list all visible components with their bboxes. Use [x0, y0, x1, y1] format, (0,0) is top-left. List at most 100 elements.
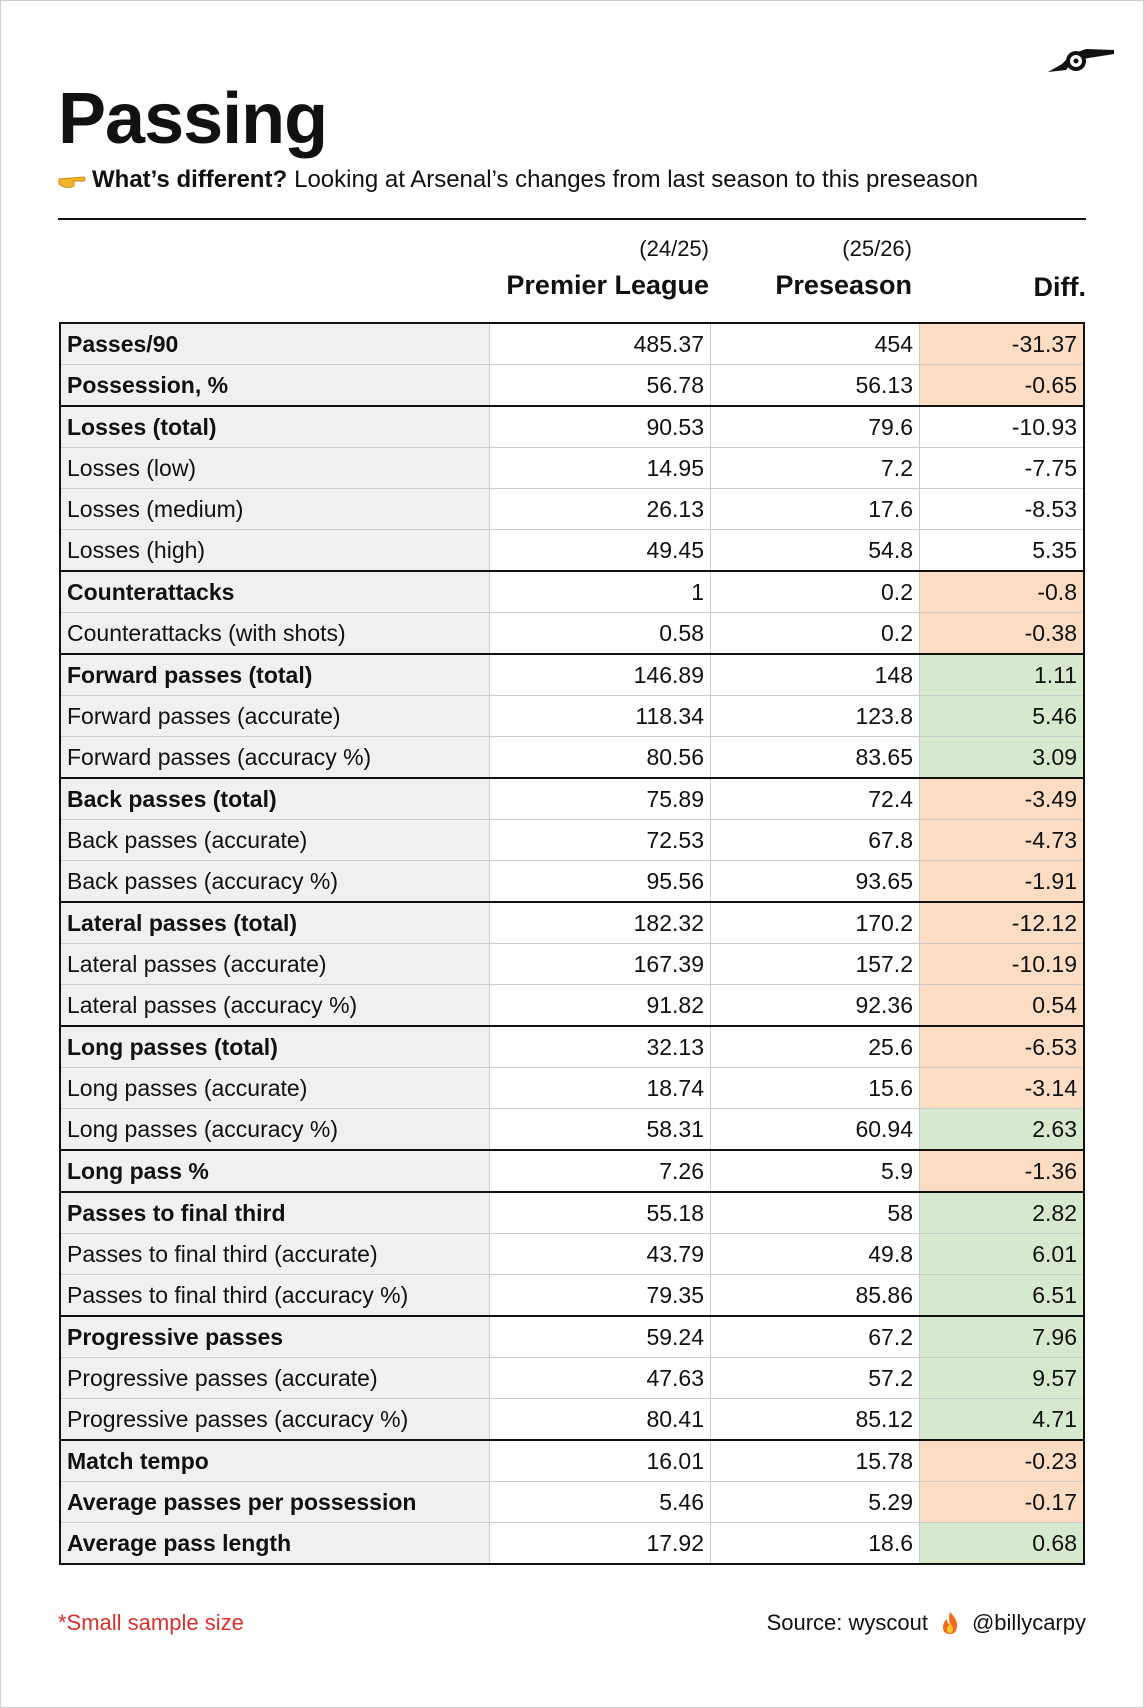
table-row: Back passes (accurate) 72.53 67.8 -4.73 [59, 819, 1085, 861]
premier-league-value: 16.01 [489, 1439, 711, 1482]
premier-league-value: 182.32 [489, 901, 711, 944]
table-body: Passes/90 485.37 454 -31.37 Possession, % 56.… [59, 322, 1085, 1565]
preseason-value: 85.12 [710, 1398, 920, 1441]
preseason-value: 60.94 [710, 1108, 920, 1151]
premier-league-value: 167.39 [489, 943, 711, 985]
table-row: Lateral passes (accurate) 167.39 157.2 -10.… [59, 943, 1085, 985]
premier-league-value: 95.56 [489, 860, 711, 903]
table-row: Long passes (total) 32.13 25.6 -6.53 [59, 1025, 1085, 1068]
preseason-value: 170.2 [710, 901, 920, 944]
premier-league-value: 14.95 [489, 447, 711, 489]
table-row: Lateral passes (accuracy %) 91.82 92.36 0.5… [59, 984, 1085, 1027]
table-row: Back passes (accuracy %) 95.56 93.65 -1.91 [59, 860, 1085, 903]
diff-value: 1.11 [919, 653, 1085, 696]
preseason-value: 148 [710, 653, 920, 696]
row-label: Passes to final third (accurate) [59, 1233, 490, 1275]
source-text: Source: wyscout [766, 1610, 928, 1635]
diff-value: -6.53 [919, 1025, 1085, 1068]
premier-league-value: 18.74 [489, 1067, 711, 1109]
premier-league-value: 485.37 [489, 322, 711, 365]
handle: @billycarpy [971, 1610, 1086, 1635]
diff-value: -0.38 [919, 612, 1085, 655]
row-label: Forward passes (total) [59, 653, 490, 696]
preseason-value: 5.9 [710, 1149, 920, 1193]
row-label: Possession, % [59, 364, 490, 407]
table-row: Long pass % 7.26 5.9 -1.36 [59, 1149, 1085, 1193]
table-row: Progressive passes 59.24 67.2 7.96 [59, 1315, 1085, 1358]
table-row: Passes/90 485.37 454 -31.37 [59, 322, 1085, 365]
diff-value: -3.14 [919, 1067, 1085, 1109]
premier-league-value: 7.26 [489, 1149, 711, 1193]
preseason-value: 18.6 [710, 1522, 920, 1565]
table-row: Average passes per possession 5.46 5.29 -0.… [59, 1481, 1085, 1523]
row-label: Average pass length [59, 1522, 490, 1565]
preseason-value: 454 [710, 322, 920, 365]
preseason-value: 67.8 [710, 819, 920, 861]
table-row: Passes to final third (accurate) 43.79 49.… [59, 1233, 1085, 1275]
diff-value: 6.01 [919, 1233, 1085, 1275]
preseason-value: 93.65 [710, 860, 920, 903]
diff-value: 5.35 [919, 529, 1085, 572]
table-row: Losses (high) 49.45 54.8 5.35 [59, 529, 1085, 572]
premier-league-value: 49.45 [489, 529, 711, 572]
table-row: Forward passes (accuracy %) 80.56 83.65 3.0… [59, 736, 1085, 779]
diff-value: -1.91 [919, 860, 1085, 903]
diff-value: -7.75 [919, 447, 1085, 489]
diff-value: -1.36 [919, 1149, 1085, 1193]
premier-league-value: 47.63 [489, 1357, 711, 1399]
row-label: Losses (high) [59, 529, 490, 572]
source: Source: wyscout @billycarpy [767, 1610, 1086, 1636]
row-label: Losses (medium) [59, 488, 490, 530]
diff-value: 5.46 [919, 695, 1085, 737]
table-row: Counterattacks 1 0.2 -0.8 [59, 570, 1085, 613]
pointing-hand-icon [58, 176, 86, 188]
diff-value: 3.09 [919, 736, 1085, 779]
diff-value: -0.23 [919, 1439, 1085, 1482]
diff-value: -4.73 [919, 819, 1085, 861]
premier-league-value: 0.58 [489, 612, 711, 655]
premier-league-value: 90.53 [489, 405, 711, 448]
column-season: (25/26) [842, 236, 912, 261]
header-rule [58, 218, 1086, 220]
row-label: Counterattacks [59, 570, 490, 613]
row-label: Progressive passes [59, 1315, 490, 1358]
premier-league-value: 80.41 [489, 1398, 711, 1441]
preseason-value: 157.2 [710, 943, 920, 985]
table-row: Long passes (accurate) 18.74 15.6 -3.14 [59, 1067, 1085, 1109]
row-label: Lateral passes (accuracy %) [59, 984, 490, 1027]
row-label: Passes to final third [59, 1191, 490, 1234]
row-label: Long passes (total) [59, 1025, 490, 1068]
preseason-value: 0.2 [710, 570, 920, 613]
premier-league-value: 146.89 [489, 653, 711, 696]
table-row: Back passes (total) 75.89 72.4 -3.49 [59, 777, 1085, 820]
preseason-value: 83.65 [710, 736, 920, 779]
row-label: Forward passes (accuracy %) [59, 736, 490, 779]
premier-league-value: 80.56 [489, 736, 711, 779]
diff-value: 2.82 [919, 1191, 1085, 1234]
premier-league-value: 32.13 [489, 1025, 711, 1068]
premier-league-value: 58.31 [489, 1108, 711, 1151]
footnote: *Small sample size [58, 1610, 244, 1635]
premier-league-value: 79.35 [489, 1274, 711, 1317]
premier-league-value: 56.78 [489, 364, 711, 407]
diff-value: 7.96 [919, 1315, 1085, 1358]
table-row: Match tempo 16.01 15.78 -0.23 [59, 1439, 1085, 1482]
preseason-value: 17.6 [710, 488, 920, 530]
preseason-value: 15.78 [710, 1439, 920, 1482]
column-name: Diff. [1033, 272, 1086, 302]
table-row: Forward passes (total) 146.89 148 1.11 [59, 653, 1085, 696]
preseason-value: 25.6 [710, 1025, 920, 1068]
preseason-value: 123.8 [710, 695, 920, 737]
diff-value: -12.12 [919, 901, 1085, 944]
preseason-value: 57.2 [710, 1357, 920, 1399]
table-row: Counterattacks (with shots) 0.58 0.2 -0.38 [59, 612, 1085, 655]
row-label: Forward passes (accurate) [59, 695, 490, 737]
subtitle-lead: What’s different? [92, 166, 288, 193]
row-label: Long passes (accuracy %) [59, 1108, 490, 1151]
preseason-value: 0.2 [710, 612, 920, 655]
row-label: Match tempo [59, 1439, 490, 1482]
row-label: Counterattacks (with shots) [59, 612, 490, 655]
row-label: Average passes per possession [59, 1481, 490, 1523]
